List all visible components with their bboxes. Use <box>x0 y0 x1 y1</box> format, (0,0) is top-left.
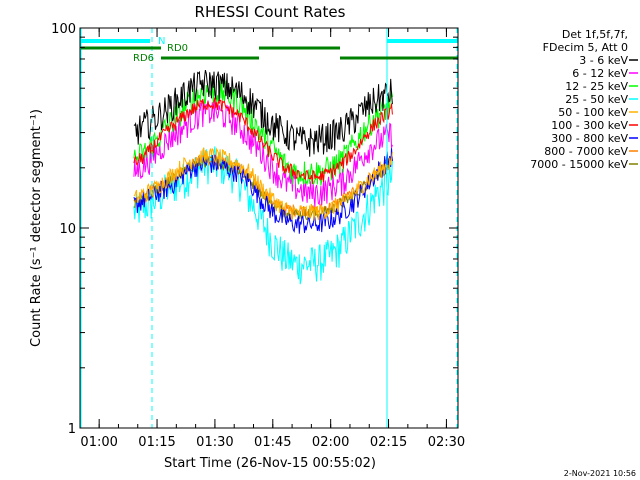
chart-title: RHESSI Count Rates <box>195 3 346 21</box>
legend-header-line-2: FDecim 5, Att 0 <box>543 41 628 54</box>
legend-entry-label: 100 - 300 keV <box>551 119 628 132</box>
x-tick-label: 02:30 <box>428 435 465 450</box>
series-line-100-300kev <box>133 97 393 184</box>
y-tick-label: 100 <box>51 22 76 37</box>
rd0-label: RD0 <box>167 43 188 54</box>
x-tick-label: 01:30 <box>196 435 233 450</box>
legend-entry-label: 3 - 6 keV <box>579 54 628 67</box>
series-line-50-100kev <box>133 147 393 221</box>
timestamp-label: 2-Nov-2021 10:56 <box>564 469 636 478</box>
series-line-3-6kev <box>133 69 393 157</box>
legend-entry-label: 12 - 25 keV <box>565 80 628 93</box>
x-tick-label: 01:00 <box>80 435 117 450</box>
legend-entry-label: 50 - 100 keV <box>558 106 628 119</box>
legend-header-line-1: Det 1f,5f,7f, <box>562 28 628 41</box>
series-line-300-800kev <box>133 148 393 234</box>
x-tick-label: 02:00 <box>312 435 349 450</box>
n-label: N <box>158 36 165 47</box>
annotation-layer: N RD0 RD6 <box>80 28 458 428</box>
y-tick-label: 10 <box>59 222 76 237</box>
y-axis-title: Count Rate (s⁻¹ detector segment⁻¹) <box>29 109 44 347</box>
x-axis-title: Start Time (26-Nov-15 00:55:02) <box>164 456 376 471</box>
legend: Det 1f,5f,7f, FDecim 5, Att 0 3 - 6 keV6… <box>530 28 638 171</box>
series-layer <box>133 69 393 285</box>
legend-entry-label: 25 - 50 keV <box>565 93 628 106</box>
axis-layer: 1 10 100 01:00 01:15 01:30 01:45 02:00 02:15 02:3… <box>51 22 465 450</box>
legend-entry-label: 6 - 12 keV <box>572 67 628 80</box>
x-tick-label: 01:15 <box>138 435 175 450</box>
rd6-label: RD6 <box>133 53 154 64</box>
series-line-6-12kev <box>133 99 393 207</box>
legend-entry-label: 7000 - 15000 keV <box>530 158 628 171</box>
legend-entry-label: 300 - 800 keV <box>551 132 628 145</box>
legend-entry-label: 800 - 7000 keV <box>544 145 628 158</box>
y-tick-label: 1 <box>68 422 76 437</box>
x-tick-label: 01:45 <box>254 435 291 450</box>
x-tick-label: 02:15 <box>370 435 407 450</box>
